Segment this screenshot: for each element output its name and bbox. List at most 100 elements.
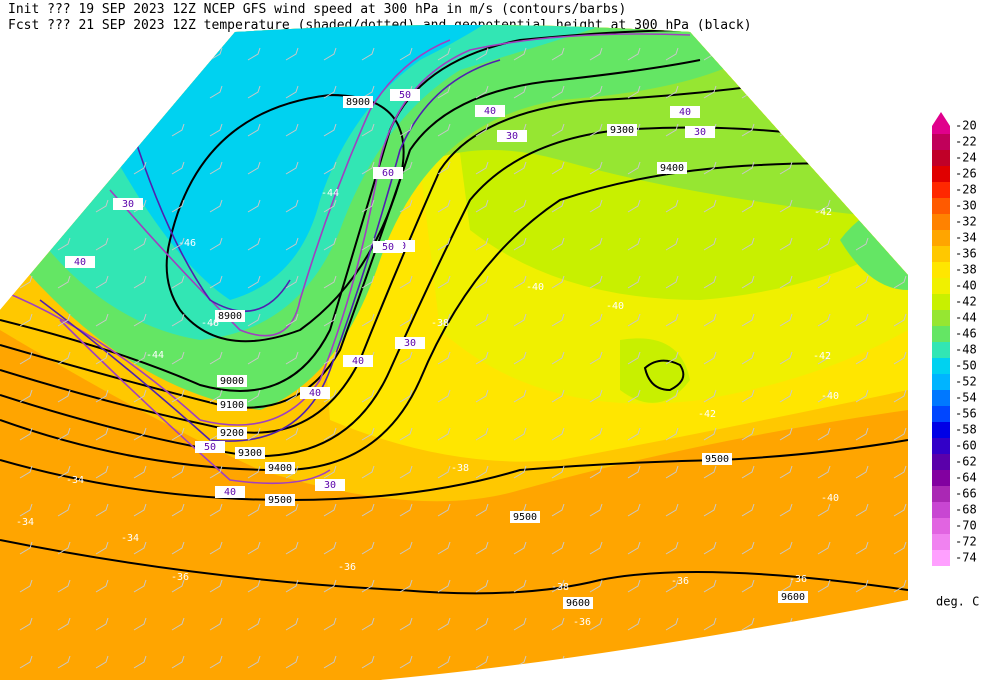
height-label: 9200 bbox=[220, 428, 244, 439]
wind-barb bbox=[589, 237, 603, 251]
colorbar-label: -56 bbox=[955, 407, 977, 421]
wind-barb bbox=[437, 503, 451, 517]
wind-barb bbox=[817, 161, 831, 175]
wind-barb bbox=[627, 351, 641, 365]
wind-barb bbox=[399, 655, 413, 669]
wind-barb bbox=[323, 85, 337, 99]
wind-barb bbox=[741, 237, 755, 251]
wind-barb bbox=[741, 275, 755, 289]
wind-barb bbox=[323, 199, 337, 213]
wind-barb bbox=[171, 503, 185, 517]
wind-barb bbox=[399, 427, 413, 441]
wind-barb bbox=[361, 123, 375, 137]
wind-barb bbox=[475, 161, 489, 175]
wind-barb bbox=[95, 465, 109, 479]
wind-barb bbox=[513, 47, 527, 61]
wind-barb bbox=[437, 427, 451, 441]
wind-barb bbox=[551, 465, 565, 479]
wind-barb bbox=[57, 313, 71, 327]
wind-barb bbox=[665, 47, 679, 61]
colorbar-label: -54 bbox=[955, 391, 977, 405]
wind-barb bbox=[589, 465, 603, 479]
height-label: 8900 bbox=[218, 311, 242, 322]
wind-barb bbox=[855, 465, 869, 479]
wind-barb bbox=[627, 389, 641, 403]
wind-barb bbox=[133, 85, 147, 99]
wind-barb bbox=[361, 541, 375, 555]
wind-barb bbox=[817, 351, 831, 365]
wind-barb bbox=[779, 579, 793, 593]
wind-barb bbox=[893, 313, 907, 327]
wind-contour bbox=[0, 33, 691, 426]
wind-barb bbox=[589, 503, 603, 517]
colorbar-label: -20 bbox=[955, 119, 977, 133]
wind-barb bbox=[361, 617, 375, 631]
wind-barb bbox=[551, 389, 565, 403]
wind-barb bbox=[703, 465, 717, 479]
wind-barb bbox=[19, 313, 33, 327]
wind-barb bbox=[285, 655, 299, 669]
wind-barb bbox=[171, 313, 185, 327]
height-label-box bbox=[563, 597, 593, 609]
wind-barb bbox=[665, 199, 679, 213]
wind-barb bbox=[19, 123, 33, 137]
wind-label-box bbox=[390, 89, 420, 101]
colorbar-label: -44 bbox=[955, 311, 977, 325]
wind-barb bbox=[247, 351, 261, 365]
wind-barb bbox=[513, 541, 527, 555]
wind-barb bbox=[437, 199, 451, 213]
colorbar-box bbox=[932, 150, 950, 166]
wind-barb bbox=[323, 427, 337, 441]
wind-barb bbox=[57, 85, 71, 99]
wind-barb bbox=[627, 617, 641, 631]
colorbar-box bbox=[932, 278, 950, 294]
wind-barb bbox=[817, 199, 831, 213]
wind-barb bbox=[703, 313, 717, 327]
colorbar-label: -32 bbox=[955, 215, 977, 229]
wind-barb bbox=[133, 237, 147, 251]
colorbar-label: -62 bbox=[955, 455, 977, 469]
wind-barb bbox=[171, 275, 185, 289]
wind-barb bbox=[589, 617, 603, 631]
wind-barb bbox=[399, 275, 413, 289]
wind-barb bbox=[285, 123, 299, 137]
wind-barb bbox=[741, 161, 755, 175]
wind-barb bbox=[627, 427, 641, 441]
wind-barb bbox=[57, 579, 71, 593]
wind-barb bbox=[817, 465, 831, 479]
wind-barb bbox=[95, 389, 109, 403]
wind-barb bbox=[57, 47, 71, 61]
temperature-label: -40 bbox=[821, 493, 839, 504]
colorbar-label: -40 bbox=[955, 279, 977, 293]
wind-barb bbox=[589, 313, 603, 327]
height-label: 8900 bbox=[346, 97, 370, 108]
wind-barb bbox=[285, 237, 299, 251]
wind-barb bbox=[817, 47, 831, 61]
wind-barb bbox=[817, 123, 831, 137]
colorbar-label: -52 bbox=[955, 375, 977, 389]
colorbar-box bbox=[932, 534, 950, 550]
height-label-box bbox=[265, 462, 295, 474]
wind-barb bbox=[703, 655, 717, 669]
colorbar-label: -70 bbox=[955, 519, 977, 533]
wind-barb bbox=[589, 161, 603, 175]
wind-barb bbox=[475, 85, 489, 99]
wind-barb bbox=[209, 85, 223, 99]
wind-barb bbox=[437, 655, 451, 669]
wind-barb bbox=[323, 541, 337, 555]
wind-barb bbox=[551, 85, 565, 99]
wind-label-box bbox=[685, 126, 715, 138]
wind-barb bbox=[703, 351, 717, 365]
colorbar-label: -64 bbox=[955, 471, 977, 485]
wind-barb bbox=[779, 47, 793, 61]
wind-barb bbox=[779, 655, 793, 669]
wind-barb bbox=[19, 503, 33, 517]
colorbar-label: -58 bbox=[955, 423, 977, 437]
wind-barb bbox=[551, 617, 565, 631]
wind-barb bbox=[665, 85, 679, 99]
wind-label-box bbox=[300, 387, 330, 399]
wind-barb bbox=[627, 655, 641, 669]
height-label-box bbox=[343, 96, 373, 108]
wind-barb bbox=[133, 617, 147, 631]
